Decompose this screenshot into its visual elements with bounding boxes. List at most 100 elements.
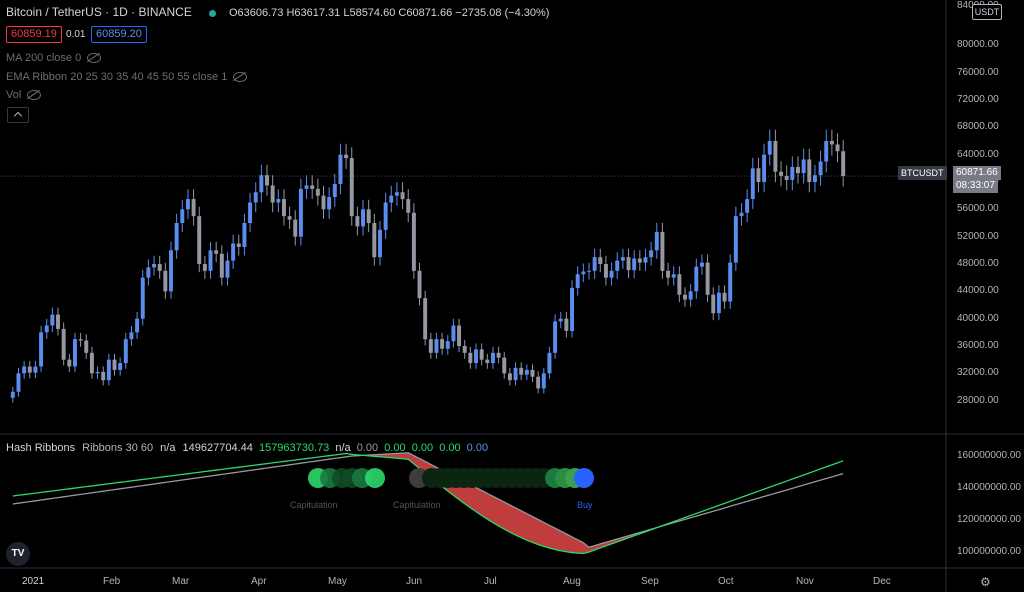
hash-tick-label: 120000000.00 xyxy=(957,514,1021,525)
market-status-icon xyxy=(208,9,216,17)
candle-body xyxy=(824,141,829,162)
candle-body xyxy=(553,321,558,353)
candle-body xyxy=(603,264,608,278)
candle-body xyxy=(699,262,704,267)
candle-body xyxy=(310,185,315,189)
price-tick-label: 76000.00 xyxy=(957,66,999,78)
candle-body xyxy=(683,294,687,300)
candle-body xyxy=(705,262,710,295)
ma-label: MA 200 close 0 xyxy=(6,52,82,64)
candle-body xyxy=(394,192,399,196)
candle-body xyxy=(344,154,349,159)
candle-body xyxy=(756,168,761,182)
candle-body xyxy=(202,264,207,271)
candle-body xyxy=(197,216,202,264)
candle-body xyxy=(513,367,518,381)
candle-body xyxy=(298,188,303,237)
candle-body xyxy=(490,352,495,364)
vol-legend[interactable]: Vol xyxy=(6,89,42,101)
candle-body xyxy=(716,292,721,314)
candle-body xyxy=(807,159,812,182)
candle-body xyxy=(423,298,428,340)
capitulation-label-1: Capitulation xyxy=(290,500,338,510)
candle-body xyxy=(767,141,772,155)
candle-body xyxy=(135,318,140,333)
hidden-eye-icon[interactable] xyxy=(87,53,102,64)
candle-body xyxy=(654,231,659,251)
candle-body xyxy=(457,325,462,346)
candle-body xyxy=(541,373,546,389)
hidden-eye-icon[interactable] xyxy=(233,72,248,83)
candle-body xyxy=(801,159,806,174)
settings-gear-icon[interactable]: ⚙ xyxy=(980,575,991,589)
ma-legend[interactable]: MA 200 close 0 xyxy=(6,52,102,64)
candle-body xyxy=(507,373,512,381)
candle-body xyxy=(417,270,422,299)
time-tick-label: Feb xyxy=(103,576,121,587)
hash-ribbons-legend[interactable]: Hash Ribbons Ribbons 30 60 n/a 149627704… xyxy=(6,442,488,454)
hash-value-8: 0.00 xyxy=(439,442,461,454)
time-tick-label: May xyxy=(328,576,347,587)
candle-body xyxy=(558,318,563,322)
ema-ribbon-legend[interactable]: EMA Ribbon 20 25 30 35 40 45 50 55 close… xyxy=(6,71,248,83)
candle-body xyxy=(231,243,236,261)
price-tick-label: 36000.00 xyxy=(957,340,999,351)
candle-body xyxy=(812,175,817,182)
candle-body xyxy=(829,141,834,145)
candle-body xyxy=(711,294,716,314)
candle-body xyxy=(219,253,224,278)
candle-body xyxy=(411,212,416,271)
candle-body xyxy=(468,352,473,364)
candle-body xyxy=(265,175,269,186)
symbol-title[interactable]: Bitcoin / TetherUS · 1D · BINANCE xyxy=(6,5,192,19)
candle-body xyxy=(451,325,456,342)
candle-body xyxy=(796,166,800,174)
buy-price-button[interactable]: 60859.20 xyxy=(91,26,147,43)
hash-slow-ma-line xyxy=(12,452,844,548)
last-price-label: 60871.66 xyxy=(953,166,1001,180)
symbol-legend: Bitcoin / TetherUS · 1D · BINANCE O63606… xyxy=(6,5,549,19)
time-tick-label: Apr xyxy=(251,576,267,587)
sell-price-button[interactable]: 60859.19 xyxy=(6,26,62,43)
candle-body xyxy=(56,314,60,329)
hash-value-7: 0.00 xyxy=(411,442,434,454)
candle-body xyxy=(688,291,693,300)
candle-body xyxy=(598,257,603,264)
candle-body xyxy=(434,339,439,353)
candle-body xyxy=(118,363,123,370)
tradingview-logo-icon[interactable]: TV xyxy=(6,542,30,566)
candle-body xyxy=(259,175,264,193)
price-tick-label: 52000.00 xyxy=(957,230,999,242)
hidden-eye-icon[interactable] xyxy=(27,90,42,101)
collapse-legend-button[interactable] xyxy=(7,107,29,123)
candle-body xyxy=(332,184,337,198)
candle-body xyxy=(169,250,173,292)
time-tick-label: Jul xyxy=(484,576,497,587)
candle-body xyxy=(536,376,541,389)
symbol-tag: BTCUSDT xyxy=(898,166,947,180)
candle-body xyxy=(835,144,840,152)
time-tick-label: Nov xyxy=(796,576,814,587)
candle-body xyxy=(129,332,134,340)
candle-body xyxy=(389,195,394,203)
time-tick-label: Jun xyxy=(406,576,423,587)
candle-body xyxy=(773,141,778,172)
hash-value-1: n/a xyxy=(160,442,176,454)
candle-body xyxy=(293,219,298,237)
candle-body xyxy=(462,346,467,353)
candle-body xyxy=(276,199,281,203)
candle-body xyxy=(44,325,49,333)
chevron-up-icon xyxy=(13,111,23,121)
candle-body xyxy=(112,359,117,370)
hash-tick-label: 100000000.00 xyxy=(957,546,1021,557)
ema-ribbon-label: EMA Ribbon 20 25 30 35 40 45 50 55 close… xyxy=(6,71,228,83)
price-tick-label: 72000.00 xyxy=(957,94,999,105)
hash-value-9: 0.00 xyxy=(466,442,489,454)
candle-body xyxy=(140,277,145,319)
candle-body xyxy=(575,274,580,288)
candle-body xyxy=(750,168,755,200)
candle-body xyxy=(78,339,83,341)
candle-body xyxy=(157,264,162,271)
currency-button[interactable]: USDT xyxy=(972,4,1002,20)
